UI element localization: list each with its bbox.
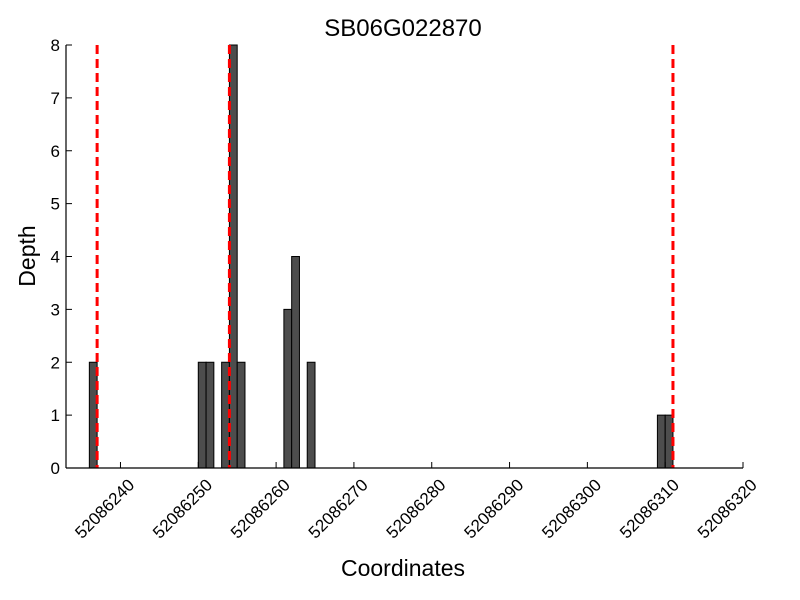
y-tick-label: 1: [51, 406, 60, 425]
bar: [656, 414, 666, 469]
x-tick-label: 52086260: [227, 475, 294, 542]
x-tick-label: 52086240: [71, 475, 138, 542]
x-tick-label: 52086270: [305, 475, 372, 542]
y-tick-label: 0: [51, 459, 60, 478]
bar: [291, 256, 300, 469]
y-tick-label: 4: [51, 248, 60, 267]
bar: [205, 361, 215, 469]
x-tick-label: 52086250: [149, 475, 216, 542]
bar: [197, 361, 207, 469]
y-ticks-layer: 0 1 2 3 4 5 6 7 8: [51, 36, 72, 478]
bars-layer: [88, 44, 674, 469]
axes-layer: [65, 45, 743, 469]
x-ticks-layer: 52086240 52086250 52086260 52086270 52086280…: [71, 462, 761, 542]
x-tick-label: 52086320: [694, 475, 761, 542]
y-tick-label: 7: [51, 89, 60, 108]
y-tick-label: 5: [51, 195, 60, 214]
y-tick-label: 3: [51, 300, 60, 319]
y-axis-title: Depth: [14, 225, 40, 286]
x-tick-label: 52086300: [538, 475, 605, 542]
chart-title: SB06G022870: [324, 15, 481, 42]
y-tick-label: 8: [51, 36, 60, 55]
y-tick-label: 6: [51, 142, 60, 161]
x-tick-label: 52086280: [383, 475, 450, 542]
x-tick-label: 52086290: [460, 475, 527, 542]
reference-lines-layer: [95, 45, 675, 468]
bar: [306, 361, 316, 469]
y-tick-label: 2: [51, 353, 60, 372]
x-axis-title: Coordinates: [341, 555, 465, 581]
x-tick-label: 52086310: [616, 475, 683, 542]
bar: [236, 361, 246, 469]
bar: [283, 308, 293, 469]
